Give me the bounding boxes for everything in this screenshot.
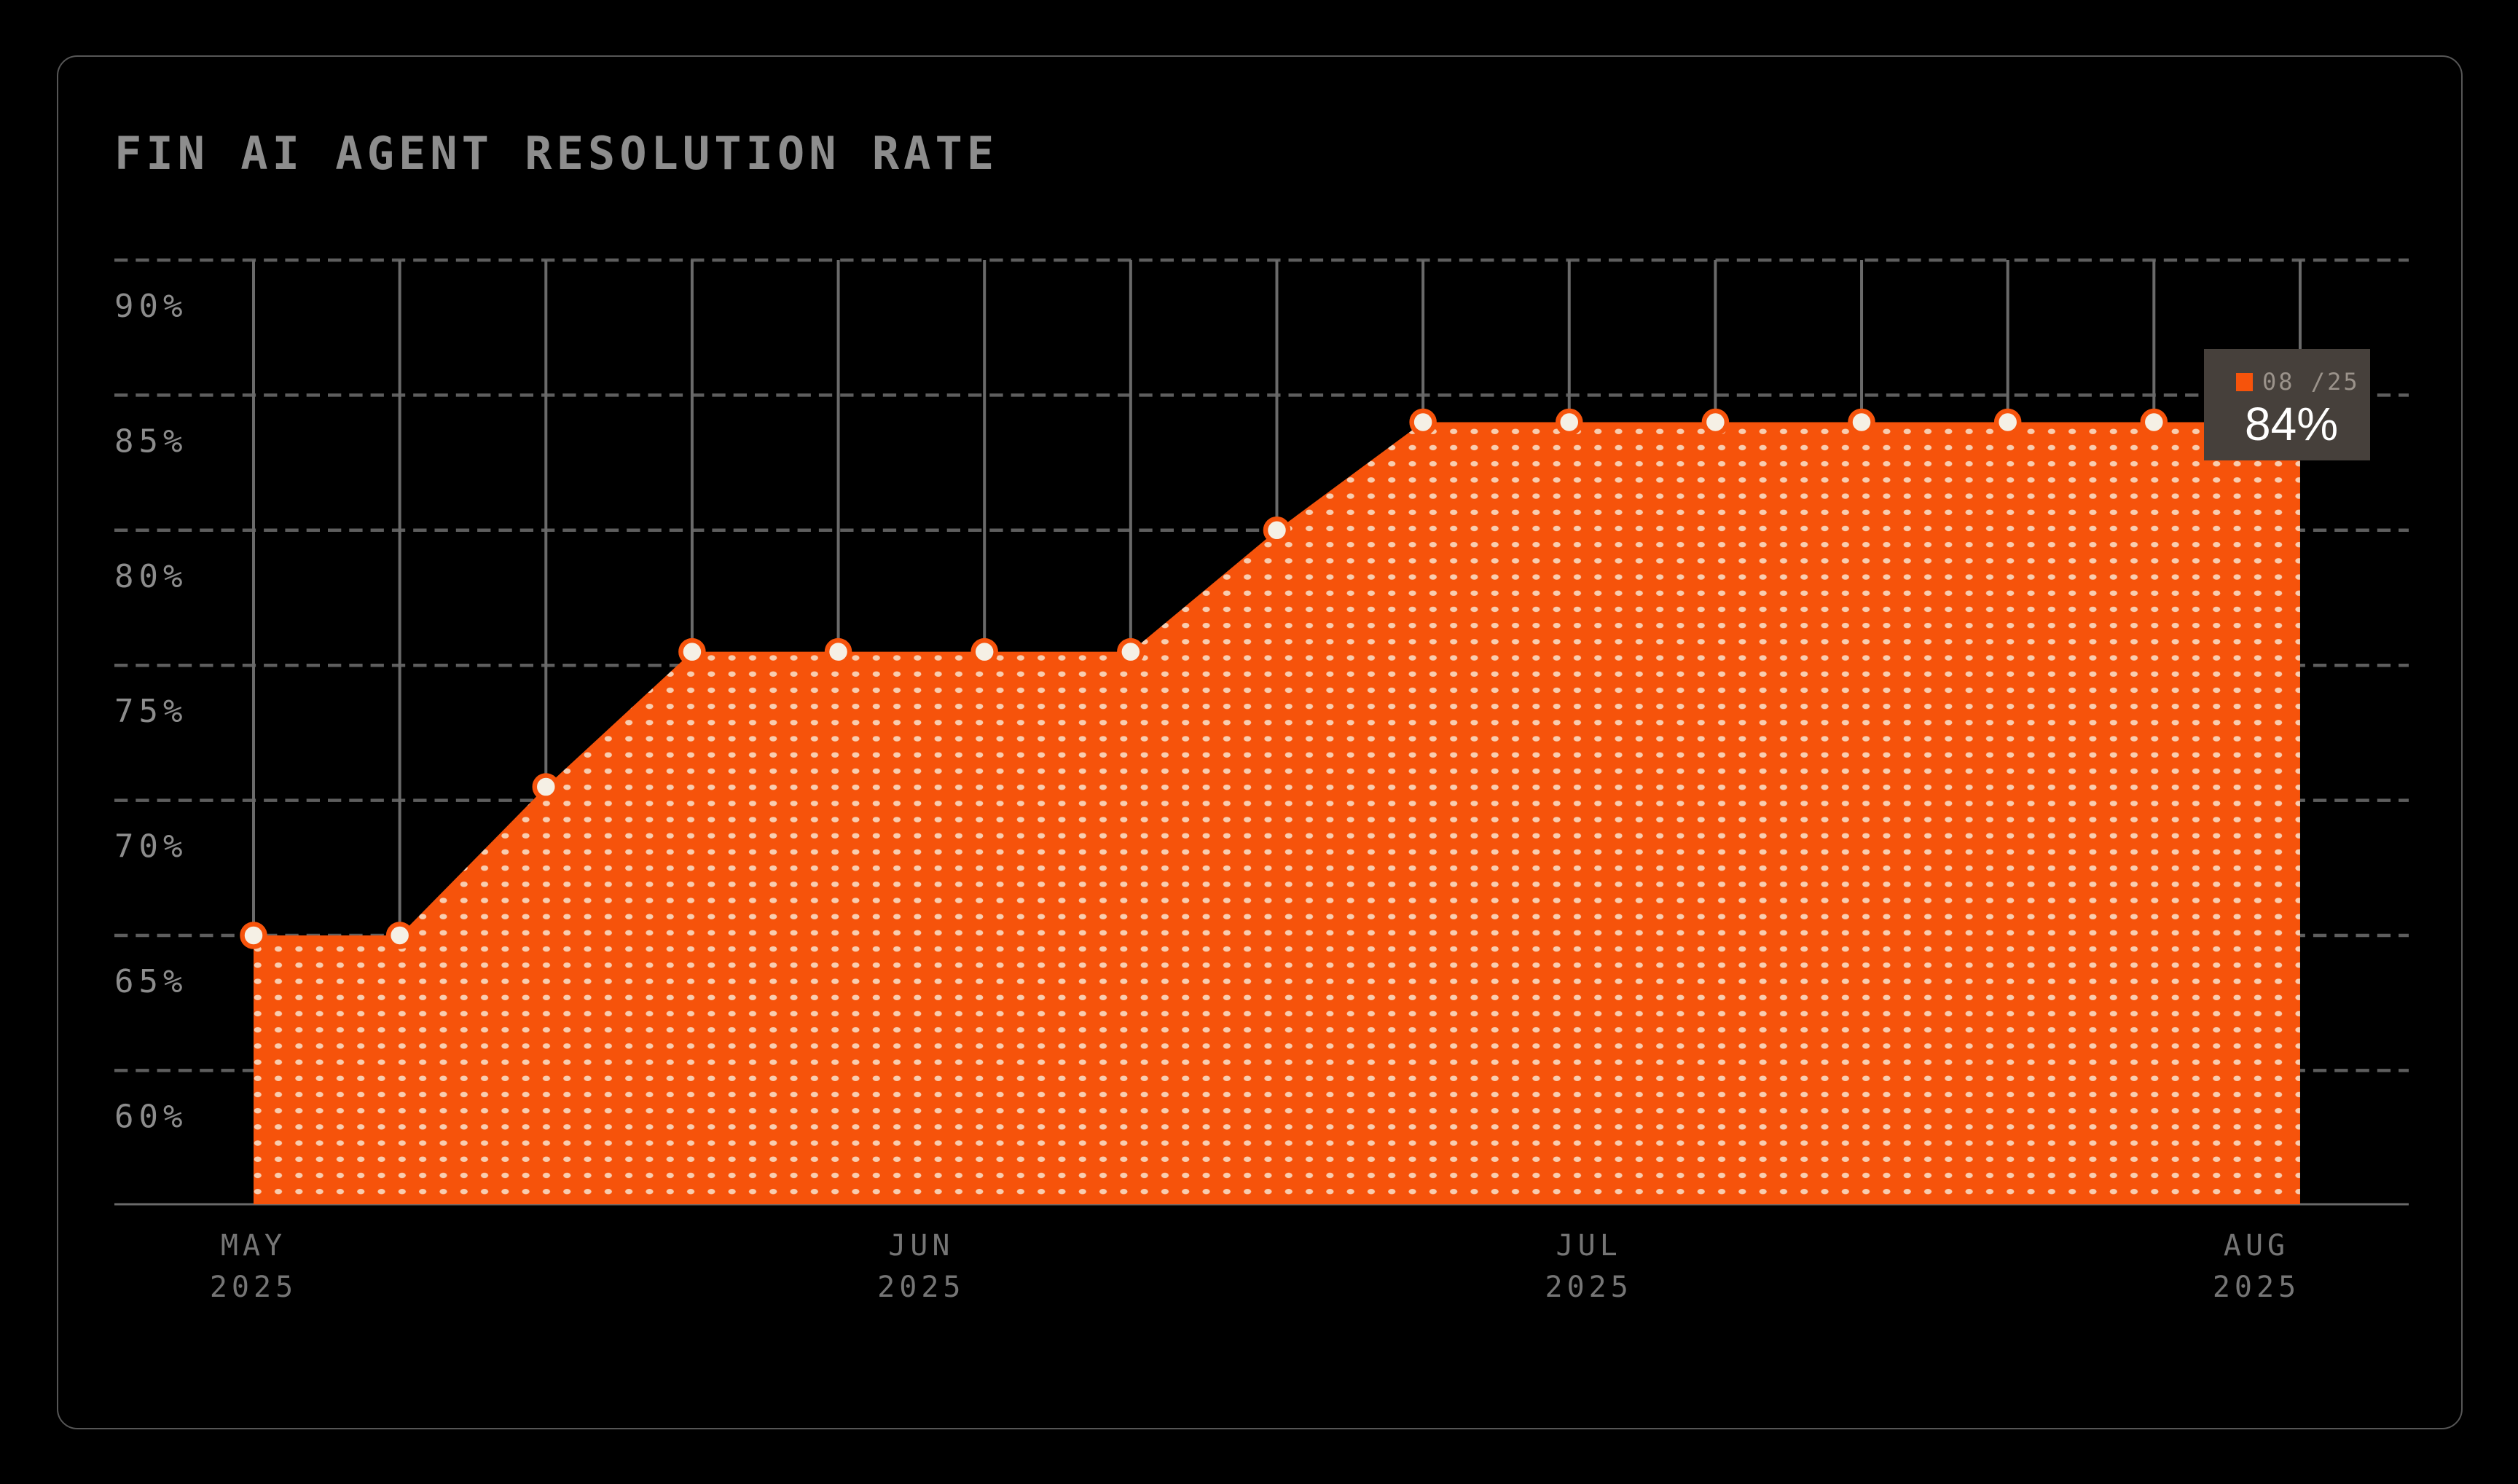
chart-frame-border xyxy=(57,55,2463,1429)
area-fill xyxy=(254,422,2300,1204)
x-tick-label-year: 2025 xyxy=(1545,1271,1633,1304)
y-tick-label: 60% xyxy=(114,1098,187,1135)
data-point[interactable] xyxy=(678,637,706,666)
data-point[interactable] xyxy=(970,637,998,666)
tooltip-value: 84% xyxy=(2245,398,2339,450)
tooltip-date-label: 08 /25 xyxy=(2262,368,2360,396)
data-point[interactable] xyxy=(1409,408,1437,436)
tooltip-series-swatch-icon xyxy=(2236,372,2253,391)
y-tick-label: 75% xyxy=(114,693,187,730)
data-point[interactable] xyxy=(240,922,267,949)
x-tick-label-month: JUN xyxy=(888,1229,954,1263)
data-point[interactable] xyxy=(1263,517,1291,544)
x-tick-label-month: MAY xyxy=(221,1229,286,1263)
data-point[interactable] xyxy=(532,773,560,801)
y-tick-label: 65% xyxy=(114,963,187,1000)
x-tick-label-month: AUG xyxy=(2224,1229,2289,1263)
x-tick-label-year: 2025 xyxy=(2213,1271,2300,1304)
data-point[interactable] xyxy=(1993,408,2022,436)
x-tick-label-month: JUL xyxy=(1556,1229,1622,1263)
data-point[interactable] xyxy=(824,637,852,666)
y-tick-label: 85% xyxy=(114,423,187,460)
data-point[interactable] xyxy=(2140,408,2168,436)
y-tick-label: 80% xyxy=(114,558,187,595)
tooltip: 08 /25 84% xyxy=(2204,349,2370,460)
data-point[interactable] xyxy=(385,922,414,949)
chart-title: FIN AI AGENT RESOLUTION RATE xyxy=(114,127,999,180)
y-tick-label: 90% xyxy=(114,288,187,325)
data-point[interactable] xyxy=(1848,408,1875,436)
data-point[interactable] xyxy=(1701,408,1730,436)
data-point[interactable] xyxy=(1117,637,1145,666)
data-point[interactable] xyxy=(1556,408,1583,436)
y-tick-label: 70% xyxy=(114,828,187,865)
x-tick-label-year: 2025 xyxy=(877,1271,965,1304)
x-tick-label-year: 2025 xyxy=(210,1271,297,1304)
tooltip-header: 08 /25 xyxy=(2236,368,2370,396)
